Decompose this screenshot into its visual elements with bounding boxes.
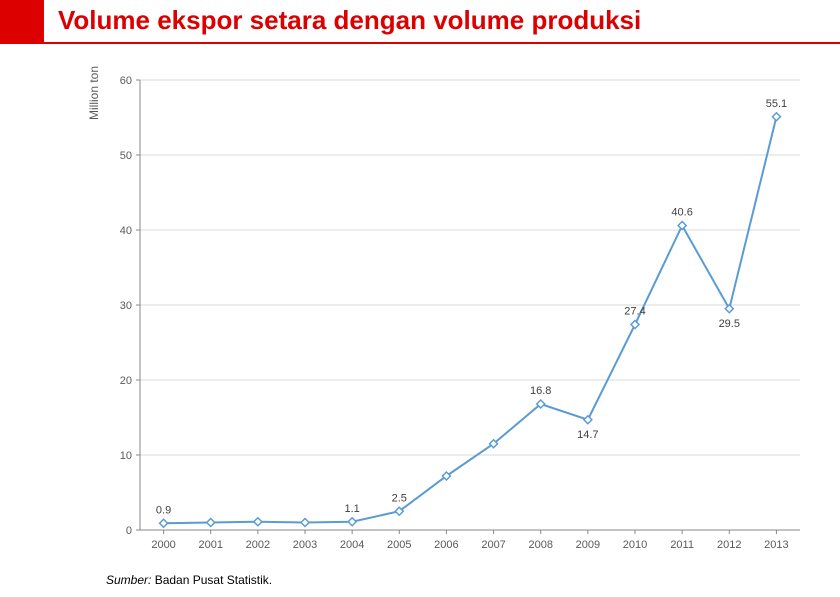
svg-text:0.9: 0.9 [156,504,171,516]
svg-text:2006: 2006 [434,539,458,551]
svg-text:2.5: 2.5 [392,492,407,504]
svg-text:2007: 2007 [481,539,505,551]
source-label: Sumber: [106,573,151,587]
svg-text:16.8: 16.8 [530,385,551,397]
svg-text:2005: 2005 [387,539,411,551]
header-underline [0,42,840,44]
svg-text:60: 60 [120,75,132,87]
svg-text:14.7: 14.7 [577,429,598,441]
svg-text:2013: 2013 [764,539,788,551]
chart-container: 0 10 20 30 40 50 60 Million ton 2000 2001 2002 2003… [0,60,840,580]
svg-text:2010: 2010 [623,539,647,551]
svg-text:0: 0 [126,525,132,537]
svg-text:2001: 2001 [198,539,222,551]
source-citation: Sumber: Badan Pusat Statistik. [106,573,272,587]
svg-text:2003: 2003 [293,539,317,551]
line-chart: 0 10 20 30 40 50 60 Million ton 2000 2001 2002 2003… [0,60,840,570]
svg-text:2012: 2012 [717,539,741,551]
svg-text:Million ton: Million ton [87,66,101,120]
svg-text:2008: 2008 [528,539,552,551]
header-accent-block [0,0,44,42]
svg-text:2000: 2000 [151,539,175,551]
svg-text:55.1: 55.1 [766,98,787,110]
source-text: Badan Pusat Statistik. [151,573,272,587]
svg-text:2011: 2011 [670,539,694,551]
svg-text:40.6: 40.6 [671,207,692,219]
svg-text:1.1: 1.1 [344,503,359,515]
svg-text:27.4: 27.4 [624,306,645,318]
svg-text:10: 10 [120,450,132,462]
svg-text:20: 20 [120,375,132,387]
svg-text:40: 40 [120,225,132,237]
svg-text:2009: 2009 [576,539,600,551]
svg-text:30: 30 [120,300,132,312]
svg-text:50: 50 [120,150,132,162]
svg-text:29.5: 29.5 [719,318,740,330]
svg-text:2004: 2004 [340,539,364,551]
svg-text:2002: 2002 [246,539,270,551]
slide-title: Volume ekspor setara dengan volume produ… [58,5,641,36]
